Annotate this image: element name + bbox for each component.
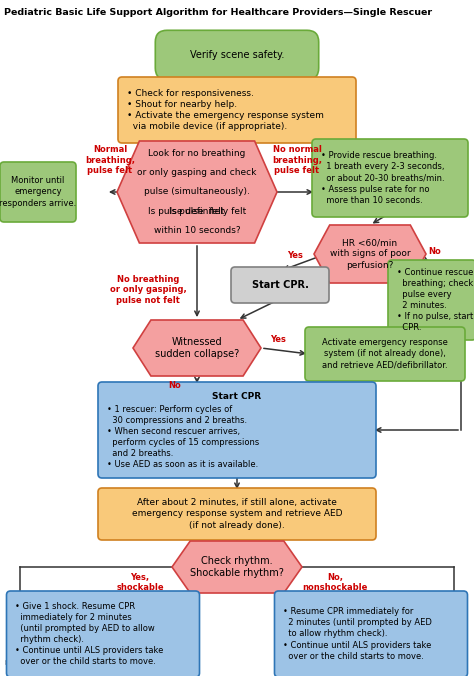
Text: • Check for responsiveness.
• Shout for nearby help.
• Activate the emergency re: • Check for responsiveness. • Shout for … [127,89,324,131]
Text: Pediatric Basic Life Support Algorithm for Healthcare Providers—Single Rescuer: Pediatric Basic Life Support Algorithm f… [4,8,432,17]
FancyBboxPatch shape [312,139,468,217]
Text: Witnessed
sudden collapse?: Witnessed sudden collapse? [155,337,239,359]
Text: Yes: Yes [270,335,286,345]
Text: • 1 rescuer: Perform cycles of
  30 compressions and 2 breaths.
• When second re: • 1 rescuer: Perform cycles of 30 compre… [107,405,259,469]
FancyBboxPatch shape [7,591,200,676]
FancyBboxPatch shape [305,327,465,381]
Text: Activate emergency response
system (if not already done),
and retrieve AED/defib: Activate emergency response system (if n… [322,339,448,370]
Text: • Give 1 shock. Resume CPR
  immediately for 2 minutes
  (until prompted by AED : • Give 1 shock. Resume CPR immediately f… [16,602,164,667]
Text: • Resume CPR immediately for
  2 minutes (until prompted by AED
  to allow rhyth: • Resume CPR immediately for 2 minutes (… [283,607,432,660]
FancyBboxPatch shape [0,162,76,222]
Polygon shape [133,320,261,376]
Text: No: No [169,381,182,389]
Text: Check rhythm.
Shockable rhythm?: Check rhythm. Shockable rhythm? [190,556,284,578]
Text: pulse (simultaneously).: pulse (simultaneously). [144,187,250,197]
Text: • Provide rescue breathing.
  1 breath every 2-3 seconds,
  or about 20-30 breat: • Provide rescue breathing. 1 breath eve… [321,151,445,205]
Text: Is pulse  felt: Is pulse felt [169,207,225,216]
Text: Look for no breathing: Look for no breathing [148,149,246,158]
Text: • Continue rescue
  breathing; check
  pulse every
  2 minutes.
• If no pulse, s: • Continue rescue breathing; check pulse… [397,268,474,332]
Text: Yes,
shockable: Yes, shockable [116,573,164,592]
Polygon shape [117,141,277,243]
Text: within 10 seconds?: within 10 seconds? [154,226,240,235]
Text: After about 2 minutes, if still alone, activate
emergency response system and re: After about 2 minutes, if still alone, a… [132,498,342,529]
Text: Yes: Yes [287,251,303,260]
Text: © 2020 American Heart Association: © 2020 American Heart Association [4,659,142,668]
Text: No breathing
or only gasping,
pulse not felt: No breathing or only gasping, pulse not … [109,275,186,305]
FancyBboxPatch shape [98,488,376,540]
FancyBboxPatch shape [388,260,474,340]
Text: Start CPR: Start CPR [212,392,262,401]
Polygon shape [314,225,426,283]
Text: Is pulse definitely felt: Is pulse definitely felt [148,207,246,216]
Text: No normal
breathing,
pulse felt: No normal breathing, pulse felt [272,145,322,175]
Text: No: No [428,247,441,256]
Text: Verify scene safety.: Verify scene safety. [190,50,284,60]
Text: Is pulse definitely felt: Is pulse definitely felt [148,207,246,216]
Text: HR <60/min
with signs of poor
perfusion?: HR <60/min with signs of poor perfusion? [330,239,410,270]
FancyBboxPatch shape [231,267,329,303]
FancyBboxPatch shape [118,77,356,143]
Text: Normal
breathing,
pulse felt: Normal breathing, pulse felt [85,145,135,175]
Text: or only gasping and check: or only gasping and check [137,168,257,177]
FancyBboxPatch shape [274,591,467,676]
Polygon shape [172,541,302,593]
FancyBboxPatch shape [155,30,319,80]
Text: Start CPR.: Start CPR. [252,280,309,290]
FancyBboxPatch shape [98,382,376,478]
Text: No,
nonshockable: No, nonshockable [302,573,368,592]
Text: Monitor until
emergency
responders arrive.: Monitor until emergency responders arriv… [0,176,77,208]
